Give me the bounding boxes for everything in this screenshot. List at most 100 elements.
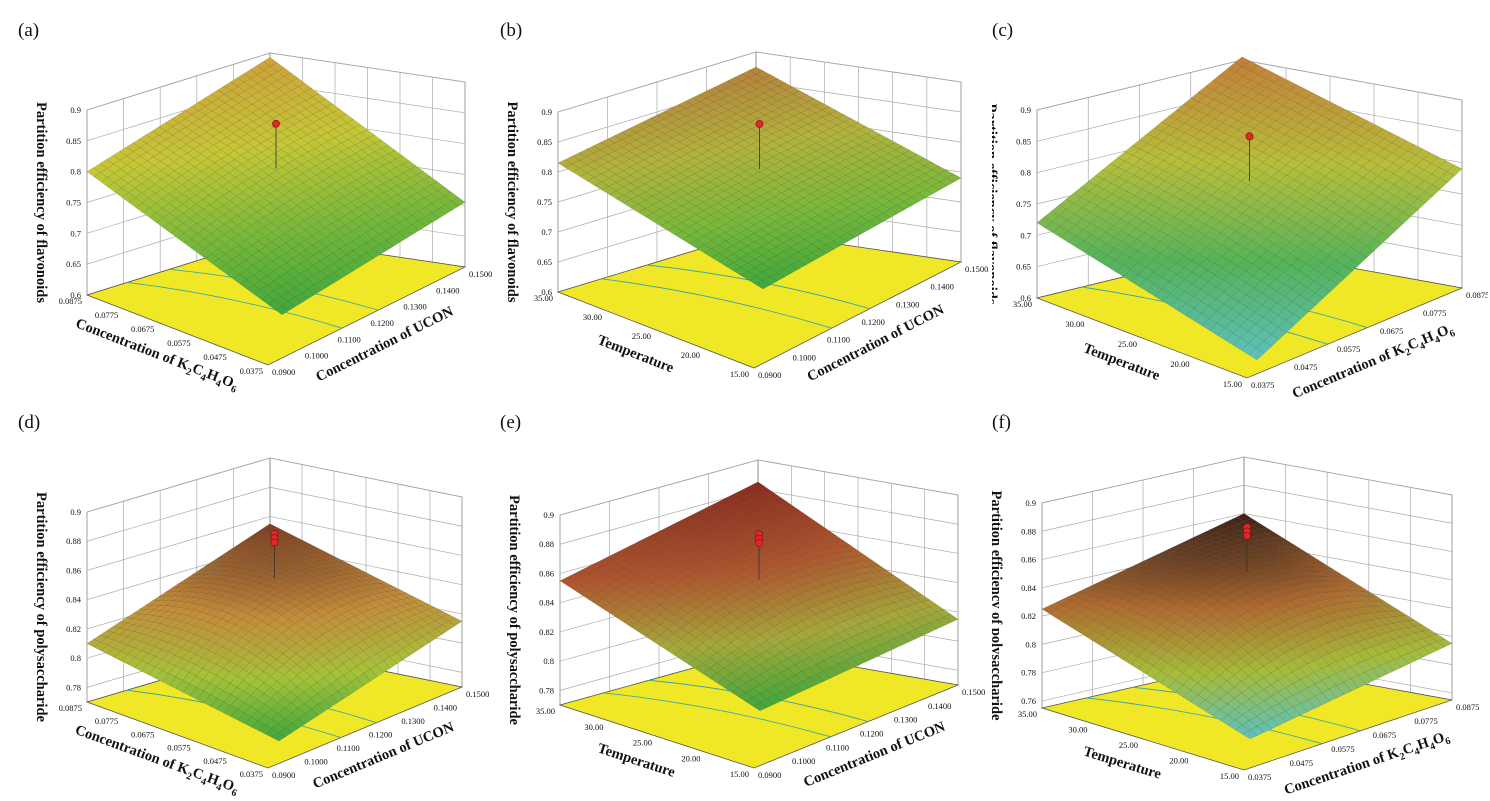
left-axis-tick-label: 35.00 <box>534 293 553 303</box>
surface-plot-d: 0.780.80.820.840.860.880.90.08750.07750.… <box>33 457 489 799</box>
z-tick-label: 0.75 <box>66 198 81 208</box>
left-axis-tick-label: 0.0375 <box>240 366 263 376</box>
contour-line <box>603 692 831 738</box>
right-axis-tick-label: 0.1100 <box>338 334 361 344</box>
right-axis-tick-label: 0.0900 <box>758 370 781 380</box>
right-axis-tick-label: 0.1100 <box>827 335 850 345</box>
surface-facet <box>1242 730 1258 740</box>
contour-line <box>1086 697 1323 745</box>
z-tick-label: 0.65 <box>1016 262 1031 272</box>
right-axis-tick-label: 0.1300 <box>403 302 426 312</box>
z-tick-label: 0.9 <box>1020 105 1031 115</box>
right-axis-tick-label: 0.0475 <box>1294 362 1317 372</box>
left-axis-tick-label: 0.0875 <box>59 296 82 306</box>
panel-b: 0.6 0.65 0.7 0.75 0.8 0.85 0.9 35.00 30.00 25.00 2… <box>496 0 992 400</box>
z-axis-title: Partition efficiency of flavonoids <box>504 102 520 303</box>
z-tick-label: 0.6 <box>1020 293 1031 303</box>
z-tick-label: 0.6 <box>70 290 81 300</box>
left-axis-tick-label: 0.0575 <box>167 743 190 753</box>
left-axis-tick-label: 15.00 <box>730 369 749 379</box>
left-axis-tick-label: 15.00 <box>1223 379 1242 389</box>
right-axis-tick-label: 0.1300 <box>401 716 424 726</box>
design-point <box>755 539 763 547</box>
panel-a: 0.6 0.65 0.7 0.75 0.8 0.85 0.9 0.0875 0.0775 0.06… <box>0 0 496 400</box>
z-tick-label: 0.65 <box>66 259 81 269</box>
left-axis-tick-label: 0.0675 <box>131 729 154 739</box>
response-surface <box>1036 56 1463 361</box>
left-axis-tick-label: 30.00 <box>1068 725 1087 735</box>
right-axis-tick-label: 0.1000 <box>305 351 328 361</box>
left-axis-tick-label: 0.0675 <box>131 324 154 334</box>
z-tick-label: 0.85 <box>1016 136 1031 146</box>
right-axis-tick-label: 0.1300 <box>894 715 917 725</box>
z-tick-label: 0.8 <box>1020 168 1031 178</box>
z-tick-label: 0.82 <box>539 627 554 637</box>
left-axis-tick-label: 0.0875 <box>59 703 82 713</box>
left-axis-tick-label: 0.0775 <box>95 310 118 320</box>
z-tick-label: 0.9 <box>1025 498 1036 508</box>
right-axis-tick-label: 0.1000 <box>304 757 327 767</box>
right-axis-tick-label: 0.1000 <box>793 352 816 362</box>
right-axis-tick-label: 0.1100 <box>826 742 849 752</box>
z-gridline <box>1041 484 1453 532</box>
surface-facet <box>752 702 768 711</box>
right-axis-tick-label: 0.1300 <box>896 299 919 309</box>
surface-facet <box>271 732 286 742</box>
right-axis-tick-label: 0.1000 <box>792 756 815 766</box>
z-tick-label: 0.8 <box>543 656 554 666</box>
right-axis-tick-label: 0.1200 <box>860 729 883 739</box>
right-axis-tick-label: 0.0675 <box>1380 326 1403 336</box>
z-gridline <box>86 457 463 513</box>
left-axis-tick-label: 35.00 <box>536 706 555 716</box>
z-tick-label: 0.86 <box>66 565 81 575</box>
left-axis-tick-label: 0.0775 <box>95 716 118 726</box>
left-axis-tick-label: 15.00 <box>730 769 749 779</box>
right-axis-tick-label: 0.0900 <box>758 770 781 780</box>
z-tick-label: 0.8 <box>541 167 552 177</box>
z-tick-label: 0.78 <box>1021 668 1036 678</box>
panel-e: 0.78 0.8 0.82 0.84 0.86 0.88 0.9 35.00 30.00 25.0… <box>496 400 992 800</box>
z-tick-label: 0.84 <box>1021 583 1037 593</box>
left-axis-tick-label: 25.00 <box>633 738 652 748</box>
z-tick-label: 0.65 <box>537 257 552 267</box>
z-tick-label: 0.84 <box>539 598 555 608</box>
z-tick-label: 0.78 <box>66 682 81 692</box>
right-axis-tick-label: 0.0575 <box>1337 344 1360 354</box>
response-surface <box>86 523 463 742</box>
right-axis-tick-label: 0.1200 <box>862 317 885 327</box>
z-tick-label: 0.9 <box>541 107 552 117</box>
response-surface <box>559 481 959 711</box>
right-axis-tick-label: 0.1500 <box>466 689 489 699</box>
right-axis-tick-label: 0.0875 <box>1466 290 1488 300</box>
right-axis-tick-label: 0.1500 <box>469 269 492 279</box>
contour-floor <box>556 231 963 369</box>
z-tick-label: 0.9 <box>70 507 81 517</box>
z-tick-label: 0.84 <box>66 595 82 605</box>
z-tick-label: 0.8 <box>1025 639 1036 649</box>
z-tick-label: 0.7 <box>70 228 81 238</box>
panel-label: (c) <box>992 20 1014 41</box>
panel-label: (a) <box>18 20 40 41</box>
panel-d: 0.78 0.8 0.82 0.84 0.86 0.88 0.9 0.0875 0.0775 0.… <box>0 400 496 800</box>
z-tick-label: 0.9 <box>543 510 554 520</box>
z-axis-title: Partition efficiency of polysaccharide <box>33 492 49 722</box>
left-axis-tick-label: 35.00 <box>1018 709 1037 719</box>
design-point <box>1243 531 1251 540</box>
z-tick-label: 0.8 <box>70 167 81 177</box>
right-axis-tick-label: 0.1500 <box>965 264 988 274</box>
right-axis-tick-label: 0.1500 <box>962 687 985 697</box>
right-axis-tick-label: 0.1400 <box>928 701 951 711</box>
panel-f: 0.76 0.78 0.8 0.82 0.84 0.86 0.88 0.9 35.00 30.00… <box>992 400 1488 800</box>
surface-plot-f: 0.760.780.80.820.840.860.880.935.0030.00… <box>992 456 1479 800</box>
z-tick-label: 0.75 <box>1016 199 1031 209</box>
panel-label: (d) <box>18 412 41 433</box>
left-axis-tick-label: 0.0475 <box>203 352 226 362</box>
right-axis-tick-label: 0.1400 <box>434 703 457 713</box>
z-tick-label: 0.86 <box>1021 555 1036 565</box>
z-tick-label: 0.7 <box>541 227 552 237</box>
left-axis-tick-label: 0.0575 <box>167 338 190 348</box>
z-tick-label: 0.76 <box>1021 696 1036 706</box>
z-tick-label: 0.7 <box>1020 230 1031 240</box>
left-axis-tick-label: 0.0375 <box>240 769 263 779</box>
panel-c: 0.6 0.65 0.7 0.75 0.8 0.85 0.9 35.00 30.00 25.00 2… <box>992 0 1488 400</box>
